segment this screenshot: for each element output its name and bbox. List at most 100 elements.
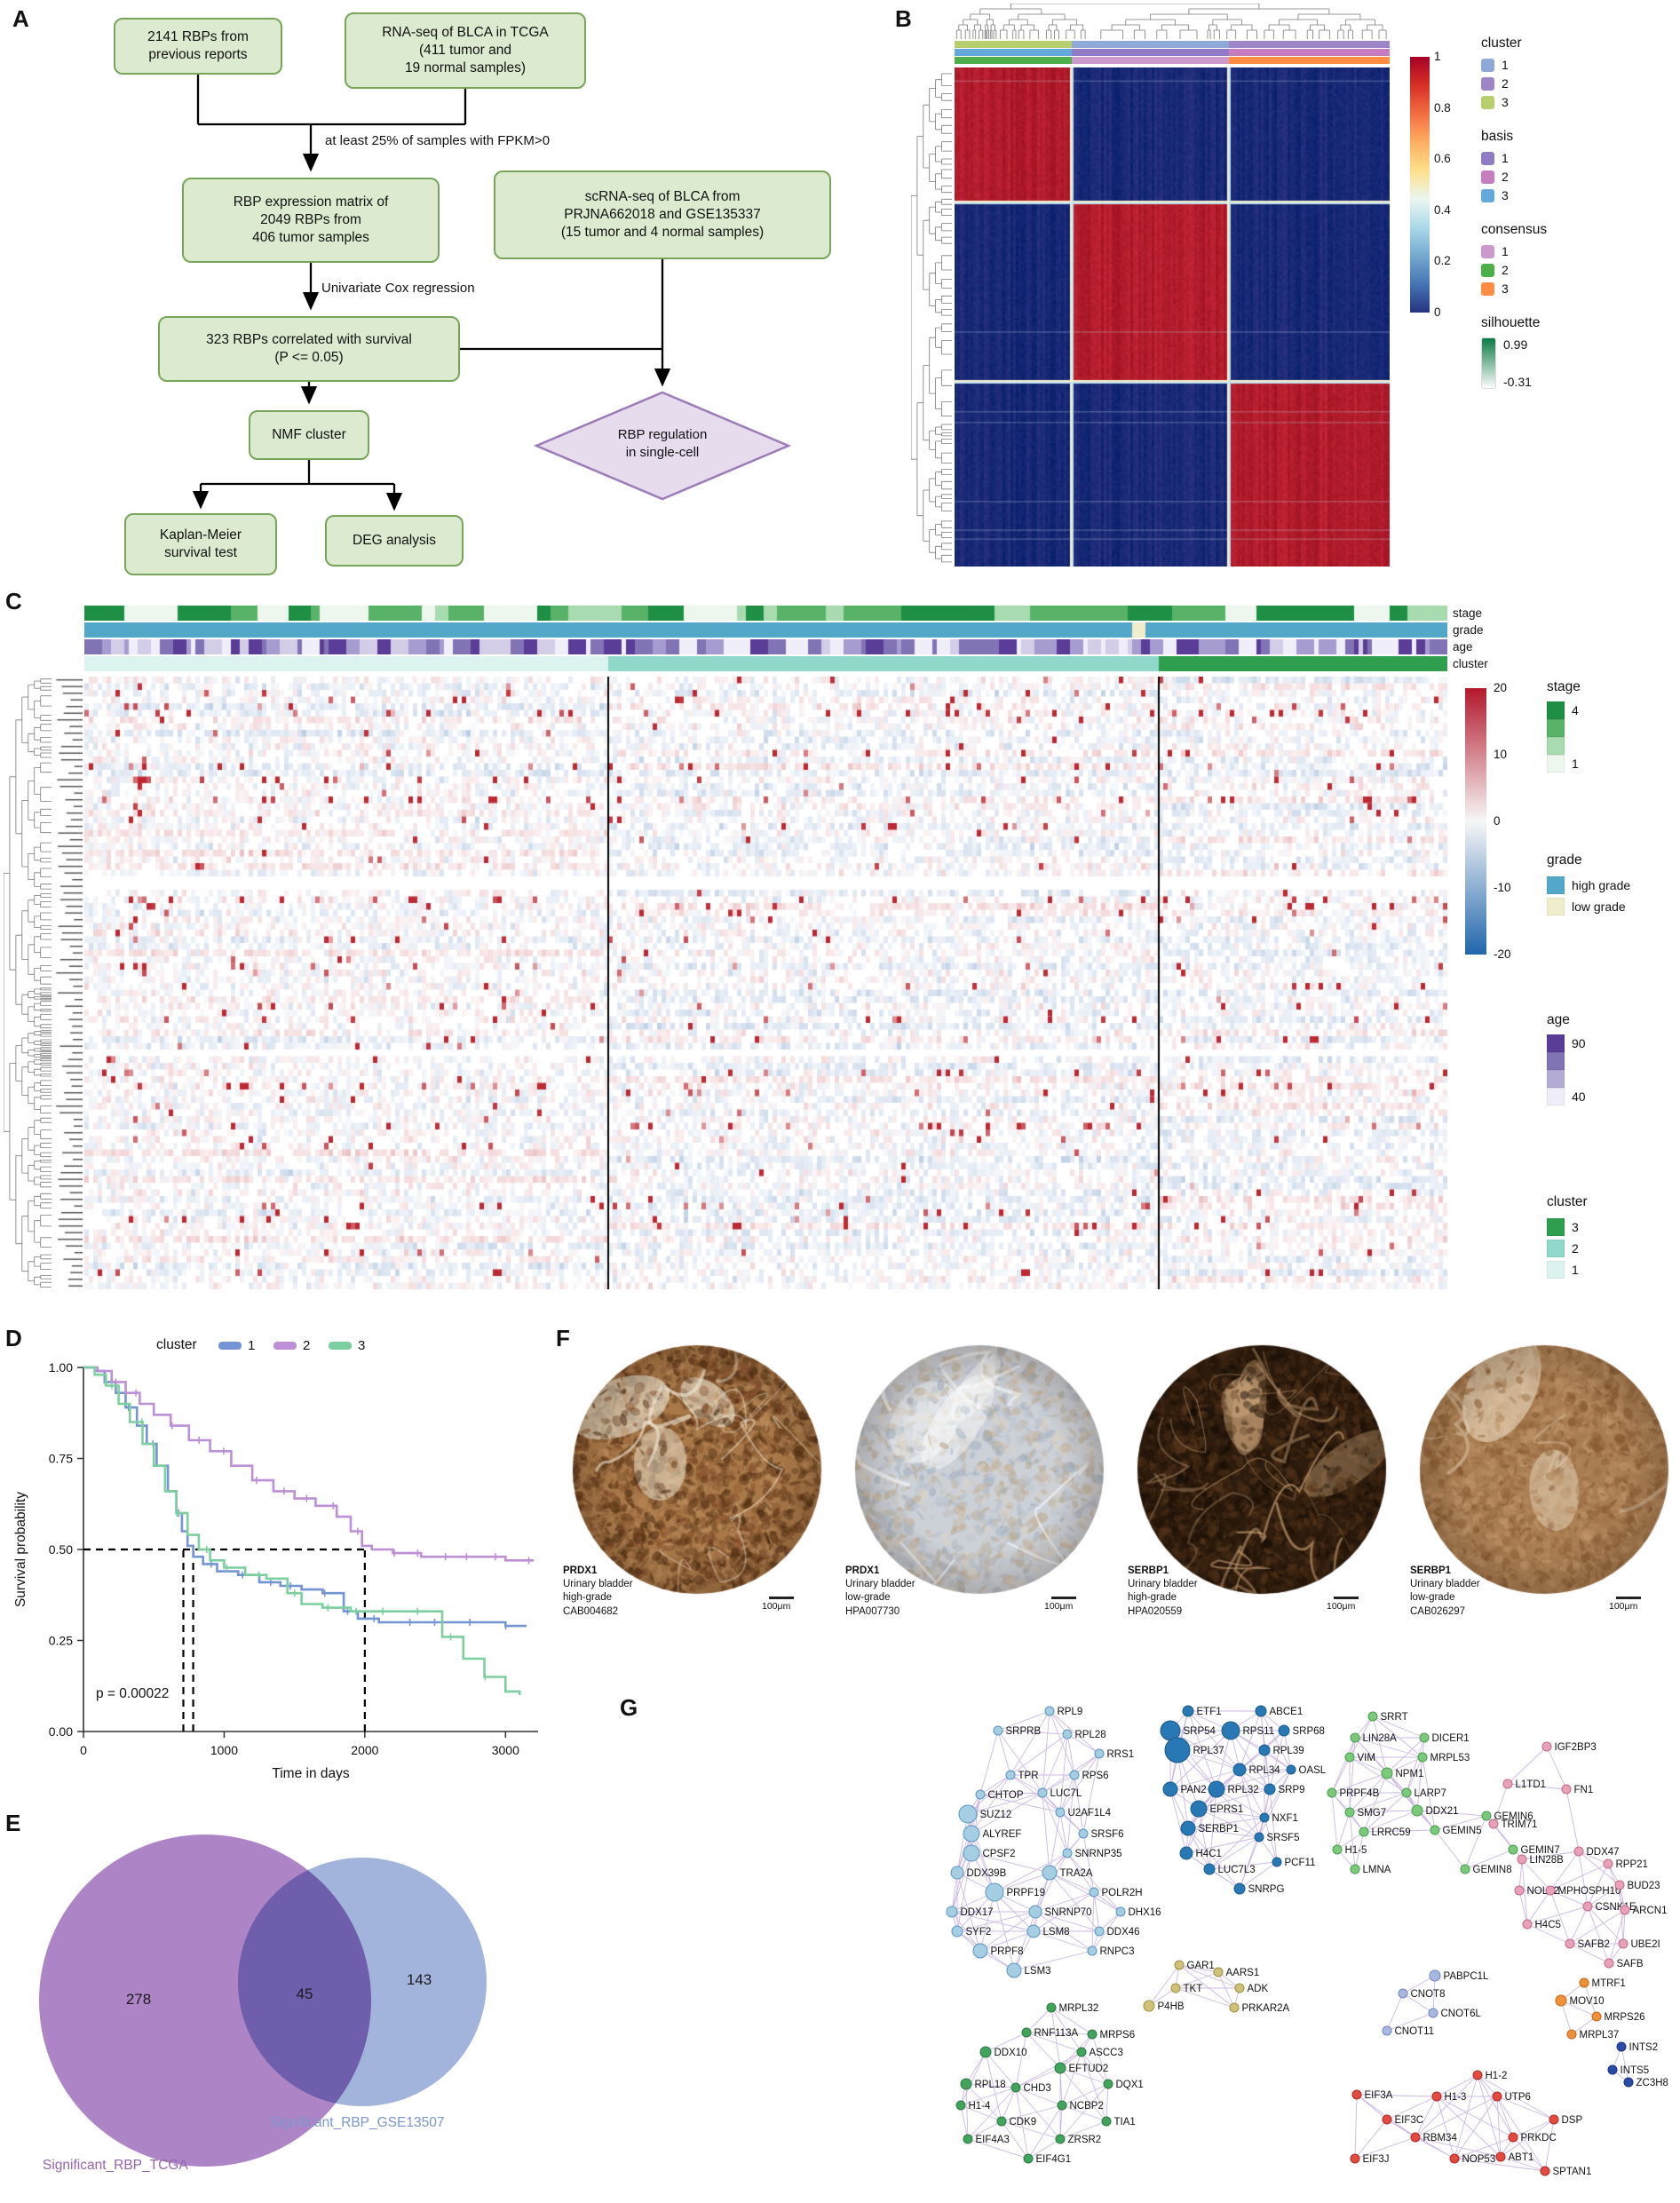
ihc-caption: SERBP1 Urinary bladder high-grade HPA020559 [1128,1565,1198,1619]
ihc-tile: SERBP1 Urinary bladder high-grade HPA020559… [1124,1323,1391,1660]
network-node-label: RNF113A [1034,2028,1079,2039]
km-legend-swatch [273,1342,297,1350]
network-node-h4c1 [1179,1846,1193,1860]
network-node-label: CNOT6L [1441,2009,1482,2019]
silhouette-max: 0.99 [1503,337,1528,352]
network-node-label: RPL28 [1075,1730,1106,1740]
legend-item: 3 [1481,188,1668,202]
network-node-ascc3 [1076,2047,1087,2057]
legend-group-stage: stage 4 1 [1547,679,1581,773]
silhouette-min: -0.31 [1503,375,1532,389]
network-node-lsm8 [1026,1924,1041,1938]
network-node-label: EIF3A [1365,2090,1393,2101]
legend-row: 2 [1547,1238,1588,1259]
legend-swatch [1481,151,1494,165]
network-node-h1-2 [1472,2070,1483,2080]
network-node-rnf113a [1021,2027,1032,2038]
network-node-pcf11 [1272,1857,1282,1867]
network-node-h1-4 [955,2100,966,2111]
colorbar-tick-label: -20 [1494,947,1511,961]
ihc-tissue: Urinary bladder [1128,1579,1198,1590]
network-node-abce1 [1255,1705,1267,1717]
legend-label: 3 [1572,1220,1579,1234]
network-edges [951,1710,1629,2172]
legend-row: 40 [1547,1088,1586,1105]
network-node-snrnp70 [1028,1905,1042,1919]
legend-item: 1 [1481,151,1668,165]
network-node-h4c5 [1522,1919,1533,1930]
network-node-utp6 [1492,2091,1502,2102]
network-node-ncbp2 [1057,2100,1067,2111]
network-node-gemin6 [1481,1811,1492,1821]
km-ylabel: Survival probability [13,1492,28,1607]
network-node-label: EFTUD2 [1069,2064,1109,2074]
annotation-segment [1228,41,1390,48]
network-node-h1-5 [1332,1844,1343,1855]
legend-group-grade: grade high grade low grade [1547,852,1630,917]
network-node-label: DDX21 [1426,1806,1459,1817]
colorbar-tick-label: -10 [1494,881,1511,894]
network-node-label: CSNK1E [1596,1902,1636,1913]
network-node-nop53 [1449,2153,1460,2164]
network-node-label: RPL39 [1273,1746,1304,1756]
ihc-image-CAB026297 [1407,1323,1673,1629]
legend-title: grade [1547,852,1582,868]
network-node-label: LSM8 [1043,1927,1070,1938]
network-node-label: DDX47 [1587,1847,1620,1858]
colorbar-tick-label: 0.4 [1434,202,1451,217]
network-node-cnot11 [1382,2025,1392,2036]
ihc-image-CAB004682 [559,1323,826,1629]
network-node-label: LUC7L [1050,1788,1082,1799]
legend-label: 3 [1502,281,1509,296]
legend-row [1547,737,1581,755]
network-node-srrt [1367,1711,1378,1722]
panel-e-label: E [5,1810,21,1836]
colorbar-tick-label: 0 [1434,305,1441,319]
flow-box-rbps: 2141 RBPs from previous reports [114,18,282,75]
annotation-segment [1228,49,1390,56]
network-node-label: GEMIN7 [1521,1845,1560,1856]
b-annotation-row [955,41,1390,48]
network-node-ddx39b [950,1866,964,1880]
legend-swatch [1547,1034,1565,1052]
network-node-label: ZC3H8 [1636,2078,1668,2088]
network-node-csnk1e [1582,1901,1593,1912]
network-node-dicer1 [1419,1732,1430,1743]
network-node-label: SRP68 [1293,1726,1325,1737]
legend-group-age: age 90 40 [1547,1012,1586,1105]
network-node-chd3 [1010,2082,1021,2093]
network-node-label: RPL37 [1193,1746,1224,1756]
legend-label: 90 [1572,1036,1586,1050]
column-dendrogram [955,4,1387,39]
legend-title: cluster [1547,1194,1588,1209]
network-node-label: NXF1 [1272,1813,1298,1824]
scale-bar [1051,1597,1076,1599]
network-node-label: SRPRB [1006,1726,1042,1737]
network-node-label: CDK9 [1010,2117,1037,2128]
km-x-tick-label: 2000 [351,1743,378,1757]
stage-annotation-label: stage [1453,606,1483,620]
network-node-rbm34 [1410,2132,1421,2143]
venn-left-label: Significant_RBP_TCGA [43,2158,188,2173]
flow-box-deg: DEG analysis [325,515,464,567]
network-node-label: NPM1 [1396,1769,1424,1779]
network-node-label: DDX39B [967,1868,1007,1879]
network-node-srprb [993,1725,1003,1736]
network-node-mrpl37 [1566,2029,1577,2040]
network-node-label: CNOT8 [1411,1989,1446,2000]
ihc-caption: SERBP1 Urinary bladder low-grade CAB026297 [1410,1565,1480,1619]
legend-swatch [1481,170,1494,184]
legend-swatch [1547,876,1565,894]
network-node-rpl28 [1062,1729,1073,1739]
network-node-rpl39 [1258,1744,1271,1756]
network-node-ddx21 [1411,1804,1423,1817]
legend-label: 2 [1502,76,1509,91]
legend-swatch [1547,737,1565,755]
network-node-mrps26 [1591,2011,1602,2022]
scale-bar [1334,1597,1359,1599]
legend-label: 1 [1502,58,1509,72]
network-node-eftud2 [1054,2062,1066,2074]
annotation-segment [1228,57,1390,64]
network-node-srp9 [1264,1783,1276,1795]
